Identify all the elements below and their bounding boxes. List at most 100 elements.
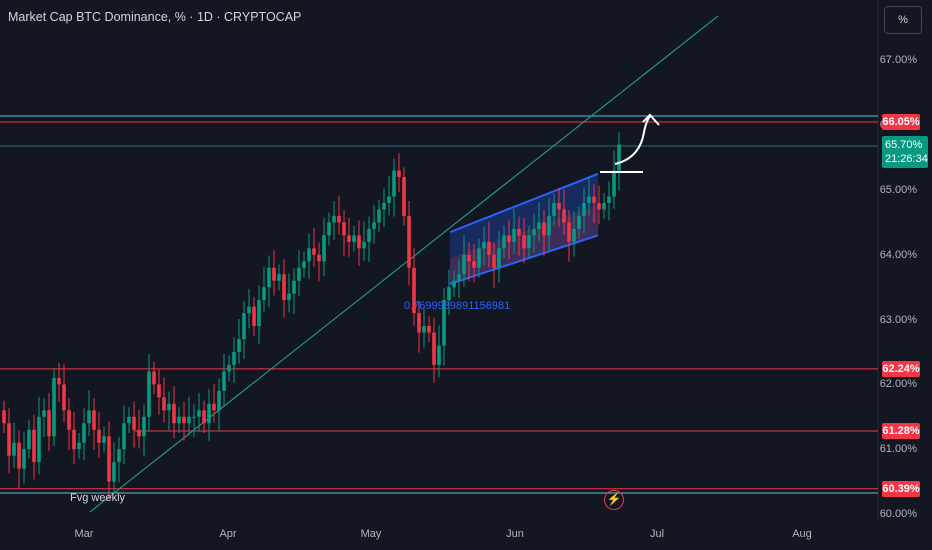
candle-body xyxy=(297,267,301,281)
lightning-icon[interactable]: ⚡ xyxy=(604,490,624,510)
candle-body xyxy=(547,215,551,236)
candle-body xyxy=(52,377,56,437)
candle-body xyxy=(472,261,476,268)
y-tick-label: 61.00% xyxy=(879,443,917,456)
candle-body xyxy=(382,202,386,210)
candle-body xyxy=(62,384,66,411)
candle-body xyxy=(357,235,361,249)
candle-body xyxy=(317,254,321,262)
candle-body xyxy=(512,228,516,242)
candle-body xyxy=(492,254,496,268)
candle-body xyxy=(412,267,416,314)
price-level-label: 66.05% xyxy=(882,113,920,130)
candle-body xyxy=(192,416,196,418)
candle-body xyxy=(257,300,261,327)
candle-body xyxy=(607,196,611,203)
candle-body xyxy=(482,241,486,249)
chart-title: Market Cap BTC Dominance, % · 1D · CRYPT… xyxy=(8,10,302,24)
candle-body xyxy=(162,397,166,411)
candle-body xyxy=(617,144,621,171)
candle-body xyxy=(282,274,286,301)
candle-body xyxy=(242,313,246,340)
y-tick-label: 62.00% xyxy=(879,378,917,391)
candle-body xyxy=(12,442,16,456)
candle-body xyxy=(602,202,606,210)
candle-body xyxy=(447,287,451,301)
candle-body xyxy=(122,423,126,450)
price-level-label: 60.39% xyxy=(882,480,920,497)
candle-body xyxy=(312,248,316,255)
candle-body xyxy=(597,202,601,210)
candle-body xyxy=(217,390,221,411)
candle-body xyxy=(542,222,546,236)
candle-body xyxy=(372,222,376,229)
candle-body xyxy=(187,416,191,424)
candle-body xyxy=(37,416,41,463)
candle-body xyxy=(132,416,136,430)
candle-body xyxy=(442,300,446,346)
candle-body xyxy=(137,429,141,437)
candle-body xyxy=(32,429,36,463)
candle-body xyxy=(212,403,216,411)
x-tick-label: Jun xyxy=(506,528,524,540)
candle-body xyxy=(252,306,256,327)
price-level-label: 61.28% xyxy=(882,423,920,440)
candle-body xyxy=(612,170,616,197)
candle-body xyxy=(232,352,236,365)
price-level-label: 62.24% xyxy=(882,360,920,377)
candle-body xyxy=(367,228,371,242)
candle-body xyxy=(347,235,351,242)
candle-body xyxy=(237,339,241,352)
candle-body xyxy=(152,371,156,385)
y-tick-label: 60.00% xyxy=(879,508,917,520)
candle-body xyxy=(352,235,356,242)
candle-body xyxy=(362,241,366,249)
unit-toggle-button[interactable]: % xyxy=(884,6,922,34)
fvg-weekly-label[interactable]: Fvg weekly xyxy=(70,492,126,504)
candle-body xyxy=(532,228,536,236)
candle-body xyxy=(572,228,576,242)
ray-value-label[interactable]: 0.7699939891156981 xyxy=(404,300,511,312)
trend-line xyxy=(89,15,719,513)
candle-body xyxy=(262,287,266,301)
candle-body xyxy=(557,202,561,210)
candle-body xyxy=(332,215,336,223)
candle-body xyxy=(522,235,526,249)
x-tick-label: Aug xyxy=(792,528,812,540)
candle-body xyxy=(577,215,581,229)
x-tick-label: Jul xyxy=(649,528,665,540)
channel-upper-line xyxy=(449,172,599,234)
candle-body xyxy=(307,248,311,262)
candle-body xyxy=(97,429,101,443)
candle-body xyxy=(172,403,176,424)
candle-body xyxy=(102,436,106,443)
candle-body xyxy=(92,410,96,430)
candle-body xyxy=(302,261,306,268)
candle-body xyxy=(147,371,151,417)
candle-body xyxy=(202,410,206,424)
candle-body xyxy=(537,222,541,229)
candle-body xyxy=(27,429,31,450)
candle-body xyxy=(387,196,391,203)
x-tick-label: Mar xyxy=(74,528,94,540)
current-price-value: 65.70% xyxy=(885,138,923,151)
candle-body xyxy=(457,274,461,281)
candle-body xyxy=(47,410,51,437)
candle-body xyxy=(552,202,556,216)
candle-body xyxy=(287,293,291,301)
candle-body xyxy=(452,280,456,288)
candle-body xyxy=(477,248,481,268)
candle-body xyxy=(42,410,46,417)
bar-countdown: 21:26:34 xyxy=(885,152,928,165)
candle-body xyxy=(222,371,226,391)
candle-body xyxy=(247,306,251,314)
candle-body xyxy=(177,416,181,424)
candle-body xyxy=(142,416,146,437)
x-tick-label: May xyxy=(360,528,382,540)
candle-body xyxy=(402,177,406,216)
candle-body xyxy=(182,416,186,424)
candle-body xyxy=(117,449,121,463)
y-tick-label: 64.00% xyxy=(879,248,917,261)
candle-body xyxy=(57,377,61,385)
